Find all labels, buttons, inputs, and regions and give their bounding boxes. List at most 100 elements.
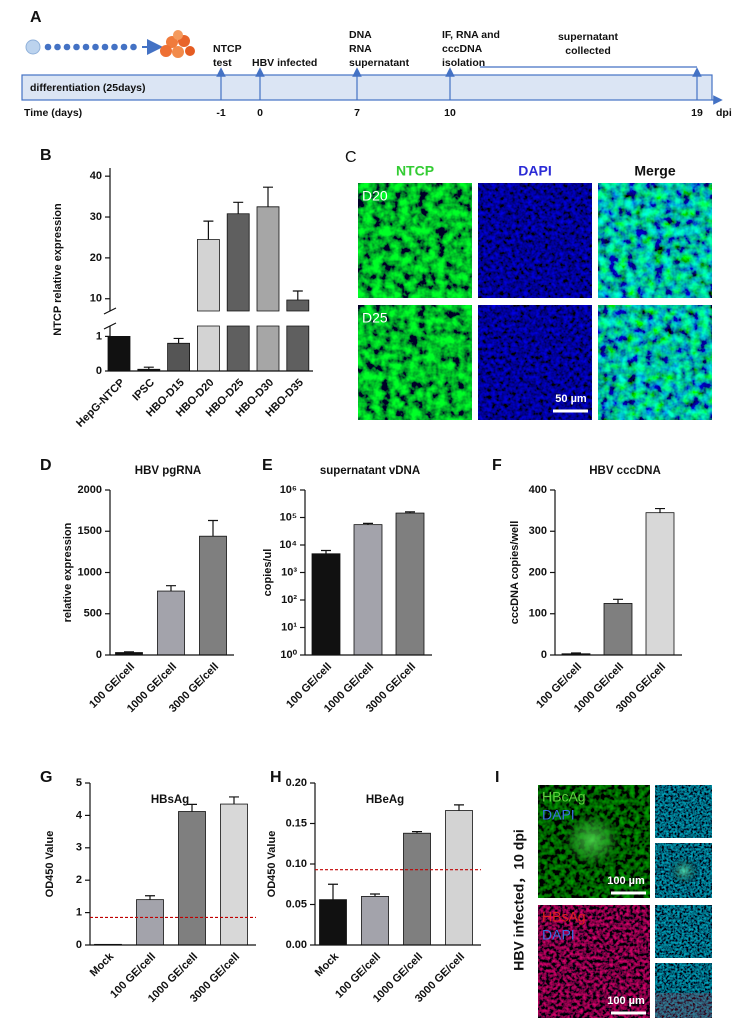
y-tick-label: 10⁴ xyxy=(279,539,297,551)
y-tick-label: 1 xyxy=(76,907,82,919)
chart: F HBV cccDNA cccDNA copies/well 0 100 200 300 4… xyxy=(492,457,682,715)
bar xyxy=(136,899,164,946)
micrographs-i: I HBV infected，10 dpi HBcAg DAPI 100 µm HBsAg… xyxy=(495,769,712,1018)
y-tick-label: 0 xyxy=(96,365,102,377)
unit-label: dpi xyxy=(716,107,732,119)
y-tick-label: 500 xyxy=(84,608,102,620)
y-axis-label: relative expression xyxy=(62,522,74,622)
cell-dot xyxy=(111,43,118,51)
stem-cell-icon xyxy=(25,39,41,55)
chart: B NTCP relative expression 0 1 10 20 30 40 HepG-… xyxy=(40,147,315,430)
y-axis-label: OD450 Value xyxy=(266,831,278,898)
y-tick-label: 30 xyxy=(90,211,102,223)
y-tick-label: 10² xyxy=(281,594,297,606)
micrograph xyxy=(478,183,592,298)
error-bar xyxy=(363,522,373,525)
scale-bar-label: 50 µm xyxy=(555,393,587,405)
micrograph xyxy=(655,963,712,1018)
error-bar xyxy=(229,796,239,805)
micrograph xyxy=(598,305,712,420)
x-tick-label: Mock xyxy=(88,950,117,979)
panel-label: H xyxy=(270,769,282,786)
y-axis-label: OD450 Value xyxy=(44,831,56,898)
y-axis-label: cccDNA copies/well xyxy=(509,521,521,625)
counterstain-label: DAPI xyxy=(542,927,575,943)
day-label: 7 xyxy=(354,107,360,119)
y-tick-label: 10⁵ xyxy=(280,511,297,523)
y-tick-label: 0 xyxy=(541,649,547,661)
column-header: NTCP xyxy=(396,163,434,179)
y-tick-label: 2000 xyxy=(78,484,102,496)
cell-dot xyxy=(120,43,128,51)
bar xyxy=(178,811,206,946)
bar xyxy=(256,206,280,372)
y-tick-label: 5 xyxy=(76,777,82,789)
error-bar xyxy=(571,652,581,654)
stain-overlay xyxy=(655,993,712,1018)
bar xyxy=(445,810,473,946)
y-tick-label: 0.15 xyxy=(286,817,307,829)
cell-dot xyxy=(73,43,80,51)
chart-title: supernatant vDNA xyxy=(320,465,420,477)
y-tick-label: 10⁶ xyxy=(280,484,297,496)
error-bar xyxy=(370,893,380,897)
event-label: supernatant xyxy=(349,57,410,69)
cell-dots xyxy=(44,43,137,51)
error-bar xyxy=(203,220,214,240)
y-tick-label: 1 xyxy=(96,330,102,342)
y-tick-label: 40 xyxy=(90,170,102,182)
bar xyxy=(226,213,250,372)
error-bar xyxy=(187,803,197,812)
bar xyxy=(361,896,389,946)
stain-label: HBcAg xyxy=(542,789,586,805)
axis-break-mark xyxy=(103,307,117,330)
timeline-bar xyxy=(21,74,713,101)
event-label: test xyxy=(213,57,232,69)
micrograph xyxy=(655,905,712,958)
bar xyxy=(286,299,310,372)
bar xyxy=(197,239,220,372)
error-bar xyxy=(412,831,422,834)
cell-dot xyxy=(44,43,52,51)
y-axis-label: NTCP relative expression xyxy=(52,203,64,336)
micrograph xyxy=(598,183,712,298)
cell-dot xyxy=(82,43,90,51)
chart-title: HBeAg xyxy=(366,794,404,806)
x-tick-label: Mock xyxy=(313,950,342,979)
cell-dot xyxy=(54,43,61,51)
y-tick-label: 2 xyxy=(76,874,82,886)
y-tick-label: 0.05 xyxy=(286,898,307,910)
y-tick-label: 100 xyxy=(529,608,547,620)
chart: D HBV pgRNA relative expression 0 500 1000 150… xyxy=(40,457,234,715)
y-tick-label: 4 xyxy=(76,809,83,821)
cell-dot xyxy=(92,43,99,51)
counterstain-label: DAPI xyxy=(542,807,575,823)
timeline-decor xyxy=(21,30,723,105)
bar xyxy=(395,512,425,656)
y-tick-label: 20 xyxy=(90,252,102,264)
error-bar xyxy=(321,549,331,554)
y-tick-label: 1000 xyxy=(78,566,102,578)
bar xyxy=(319,899,347,946)
y-tick-label: 10³ xyxy=(281,566,297,578)
event-label: NTCP xyxy=(213,43,242,55)
bar xyxy=(167,342,190,372)
error-bar xyxy=(263,186,273,207)
day-label: 0 xyxy=(257,107,263,119)
organoid-icon xyxy=(160,30,195,58)
panel-label: C xyxy=(345,149,357,166)
event-label: DNA xyxy=(349,29,372,41)
bar xyxy=(107,335,131,372)
y-tick-label: 10¹ xyxy=(281,621,297,633)
error-bar xyxy=(613,598,623,604)
y-tick-label: 1500 xyxy=(78,525,102,537)
day-label: -1 xyxy=(216,107,225,119)
span-label: collected xyxy=(565,45,611,57)
bar xyxy=(220,803,248,946)
event-label: cccDNA xyxy=(442,43,483,55)
micrograph xyxy=(358,183,472,298)
y-tick-label: 10 xyxy=(90,293,102,305)
error-bar xyxy=(145,895,155,900)
row-label: D25 xyxy=(362,310,388,326)
